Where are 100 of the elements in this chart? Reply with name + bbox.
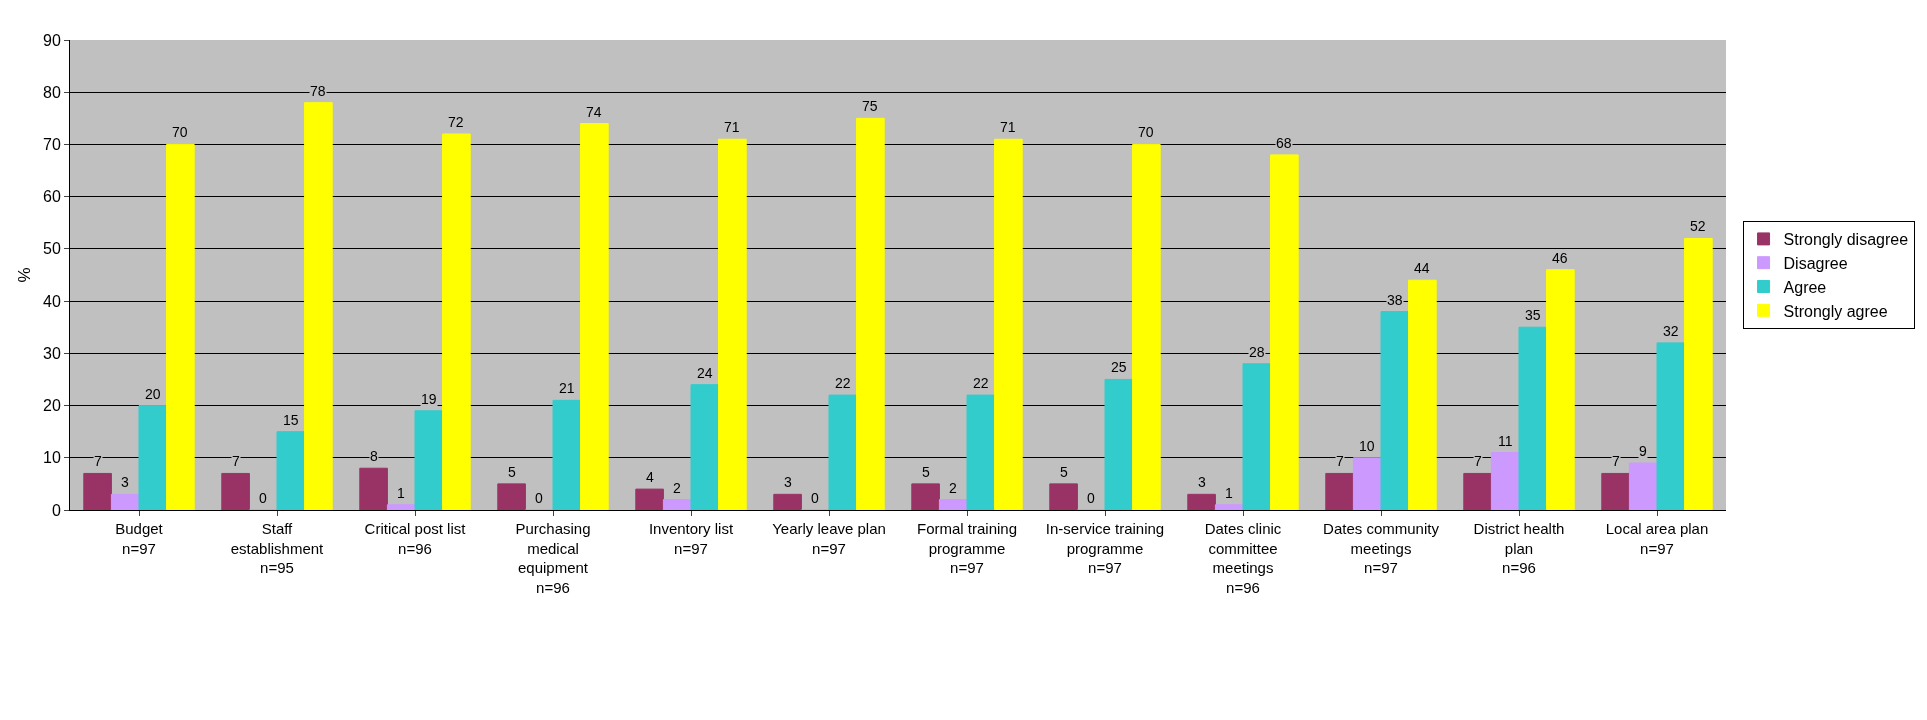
data-label: 20 (145, 386, 161, 402)
bar (276, 431, 306, 510)
bar (580, 123, 609, 510)
bar (994, 138, 1023, 510)
bar (1546, 269, 1575, 510)
y-tick-label: 60 (43, 188, 61, 206)
data-label: 7 (94, 453, 102, 469)
x-tick-label: Critical post list n=96 (364, 520, 467, 557)
data-label: 52 (1690, 218, 1706, 234)
bar (166, 143, 195, 510)
data-label: 38 (1387, 292, 1403, 308)
y-tick-label: 30 (43, 344, 61, 362)
data-label: 78 (310, 83, 326, 99)
bar (1187, 493, 1216, 510)
data-label: 68 (1276, 135, 1292, 151)
bar (138, 405, 168, 510)
bar (110, 493, 140, 510)
bar (442, 133, 471, 510)
x-tick-label: Yearly leave plan n=97 (772, 520, 886, 557)
bar (1628, 462, 1658, 510)
bar (1518, 326, 1548, 510)
data-label: 7 (232, 453, 240, 469)
bar (1104, 378, 1134, 510)
data-label: 7 (1474, 453, 1482, 469)
data-label: 21 (559, 380, 575, 396)
data-label: 2 (949, 480, 957, 496)
data-label: 8 (370, 448, 378, 464)
y-tick-label: 40 (43, 292, 61, 310)
bar (1214, 504, 1244, 510)
bar (773, 493, 802, 510)
y-tick-label: 20 (43, 397, 61, 415)
data-label: 32 (1663, 323, 1679, 339)
y-axis-title: % (14, 267, 34, 283)
data-label: 71 (724, 119, 740, 135)
data-label: 5 (508, 464, 516, 480)
x-tick-label: Dates community meetings n=97 (1323, 520, 1440, 576)
y-tick-label: 70 (43, 136, 61, 154)
data-label: 70 (1138, 124, 1154, 140)
x-tick-label: Local area plan n=97 (1605, 520, 1709, 557)
bar (1242, 363, 1272, 510)
bar (1490, 452, 1520, 510)
bar (662, 499, 692, 510)
bar (1408, 279, 1437, 510)
data-label: 35 (1525, 307, 1541, 323)
data-label: 1 (397, 485, 405, 501)
y-tick-label: 80 (43, 83, 61, 101)
bar (1656, 342, 1686, 510)
bar (359, 467, 388, 510)
bar (304, 102, 333, 510)
data-label: 46 (1552, 250, 1568, 266)
bar (1049, 483, 1078, 510)
legend-label: Strongly disagree (1783, 231, 1909, 249)
data-label: 25 (1111, 359, 1127, 375)
bar (1684, 237, 1713, 510)
legend-label: Disagree (1783, 254, 1848, 272)
data-label: 0 (811, 490, 819, 506)
x-tick-label: District health plan n=96 (1473, 520, 1565, 576)
y-tick-label: 90 (43, 31, 61, 49)
bar (966, 394, 996, 510)
legend-label: Strongly agree (1783, 302, 1888, 320)
data-label: 74 (586, 104, 602, 120)
bar (828, 394, 858, 510)
data-label: 2 (673, 480, 681, 496)
x-tick-label: Staff establishment n=95 (230, 520, 325, 576)
data-label: 5 (922, 464, 930, 480)
data-label: 7 (1612, 453, 1620, 469)
y-tick-label: 10 (43, 449, 61, 467)
bar (1325, 472, 1354, 510)
x-tick-label: Inventory list n=97 (648, 520, 734, 557)
data-label: 71 (1000, 119, 1016, 135)
data-label: 15 (283, 412, 299, 428)
data-label: 19 (421, 391, 437, 407)
bar (1270, 154, 1299, 510)
bar (938, 499, 968, 510)
bar (83, 472, 112, 510)
bar (1352, 457, 1382, 510)
data-label: 70 (172, 124, 188, 140)
data-label: 3 (784, 474, 792, 490)
data-label: 44 (1414, 260, 1430, 276)
data-label: 22 (835, 375, 851, 391)
bar (414, 410, 444, 510)
x-tick-label: Dates clinic committee meetings n=96 (1204, 520, 1282, 596)
bar (690, 384, 720, 510)
data-label: 24 (697, 365, 713, 381)
x-tick-label: Budget n=97 (115, 520, 164, 557)
data-label: 10 (1359, 438, 1375, 454)
bar (1380, 311, 1410, 510)
bar (386, 504, 416, 510)
data-label: 75 (862, 98, 878, 114)
bar (718, 138, 747, 510)
data-label: 0 (535, 490, 543, 506)
y-tick-label: 50 (43, 240, 61, 258)
bar (1463, 472, 1492, 510)
y-tick-label: 0 (51, 501, 61, 519)
bar (635, 488, 664, 510)
legend-label: Agree (1783, 278, 1827, 296)
data-label: 28 (1249, 344, 1265, 360)
data-label: 72 (448, 114, 464, 130)
bar (497, 483, 526, 510)
bar (1132, 143, 1161, 510)
